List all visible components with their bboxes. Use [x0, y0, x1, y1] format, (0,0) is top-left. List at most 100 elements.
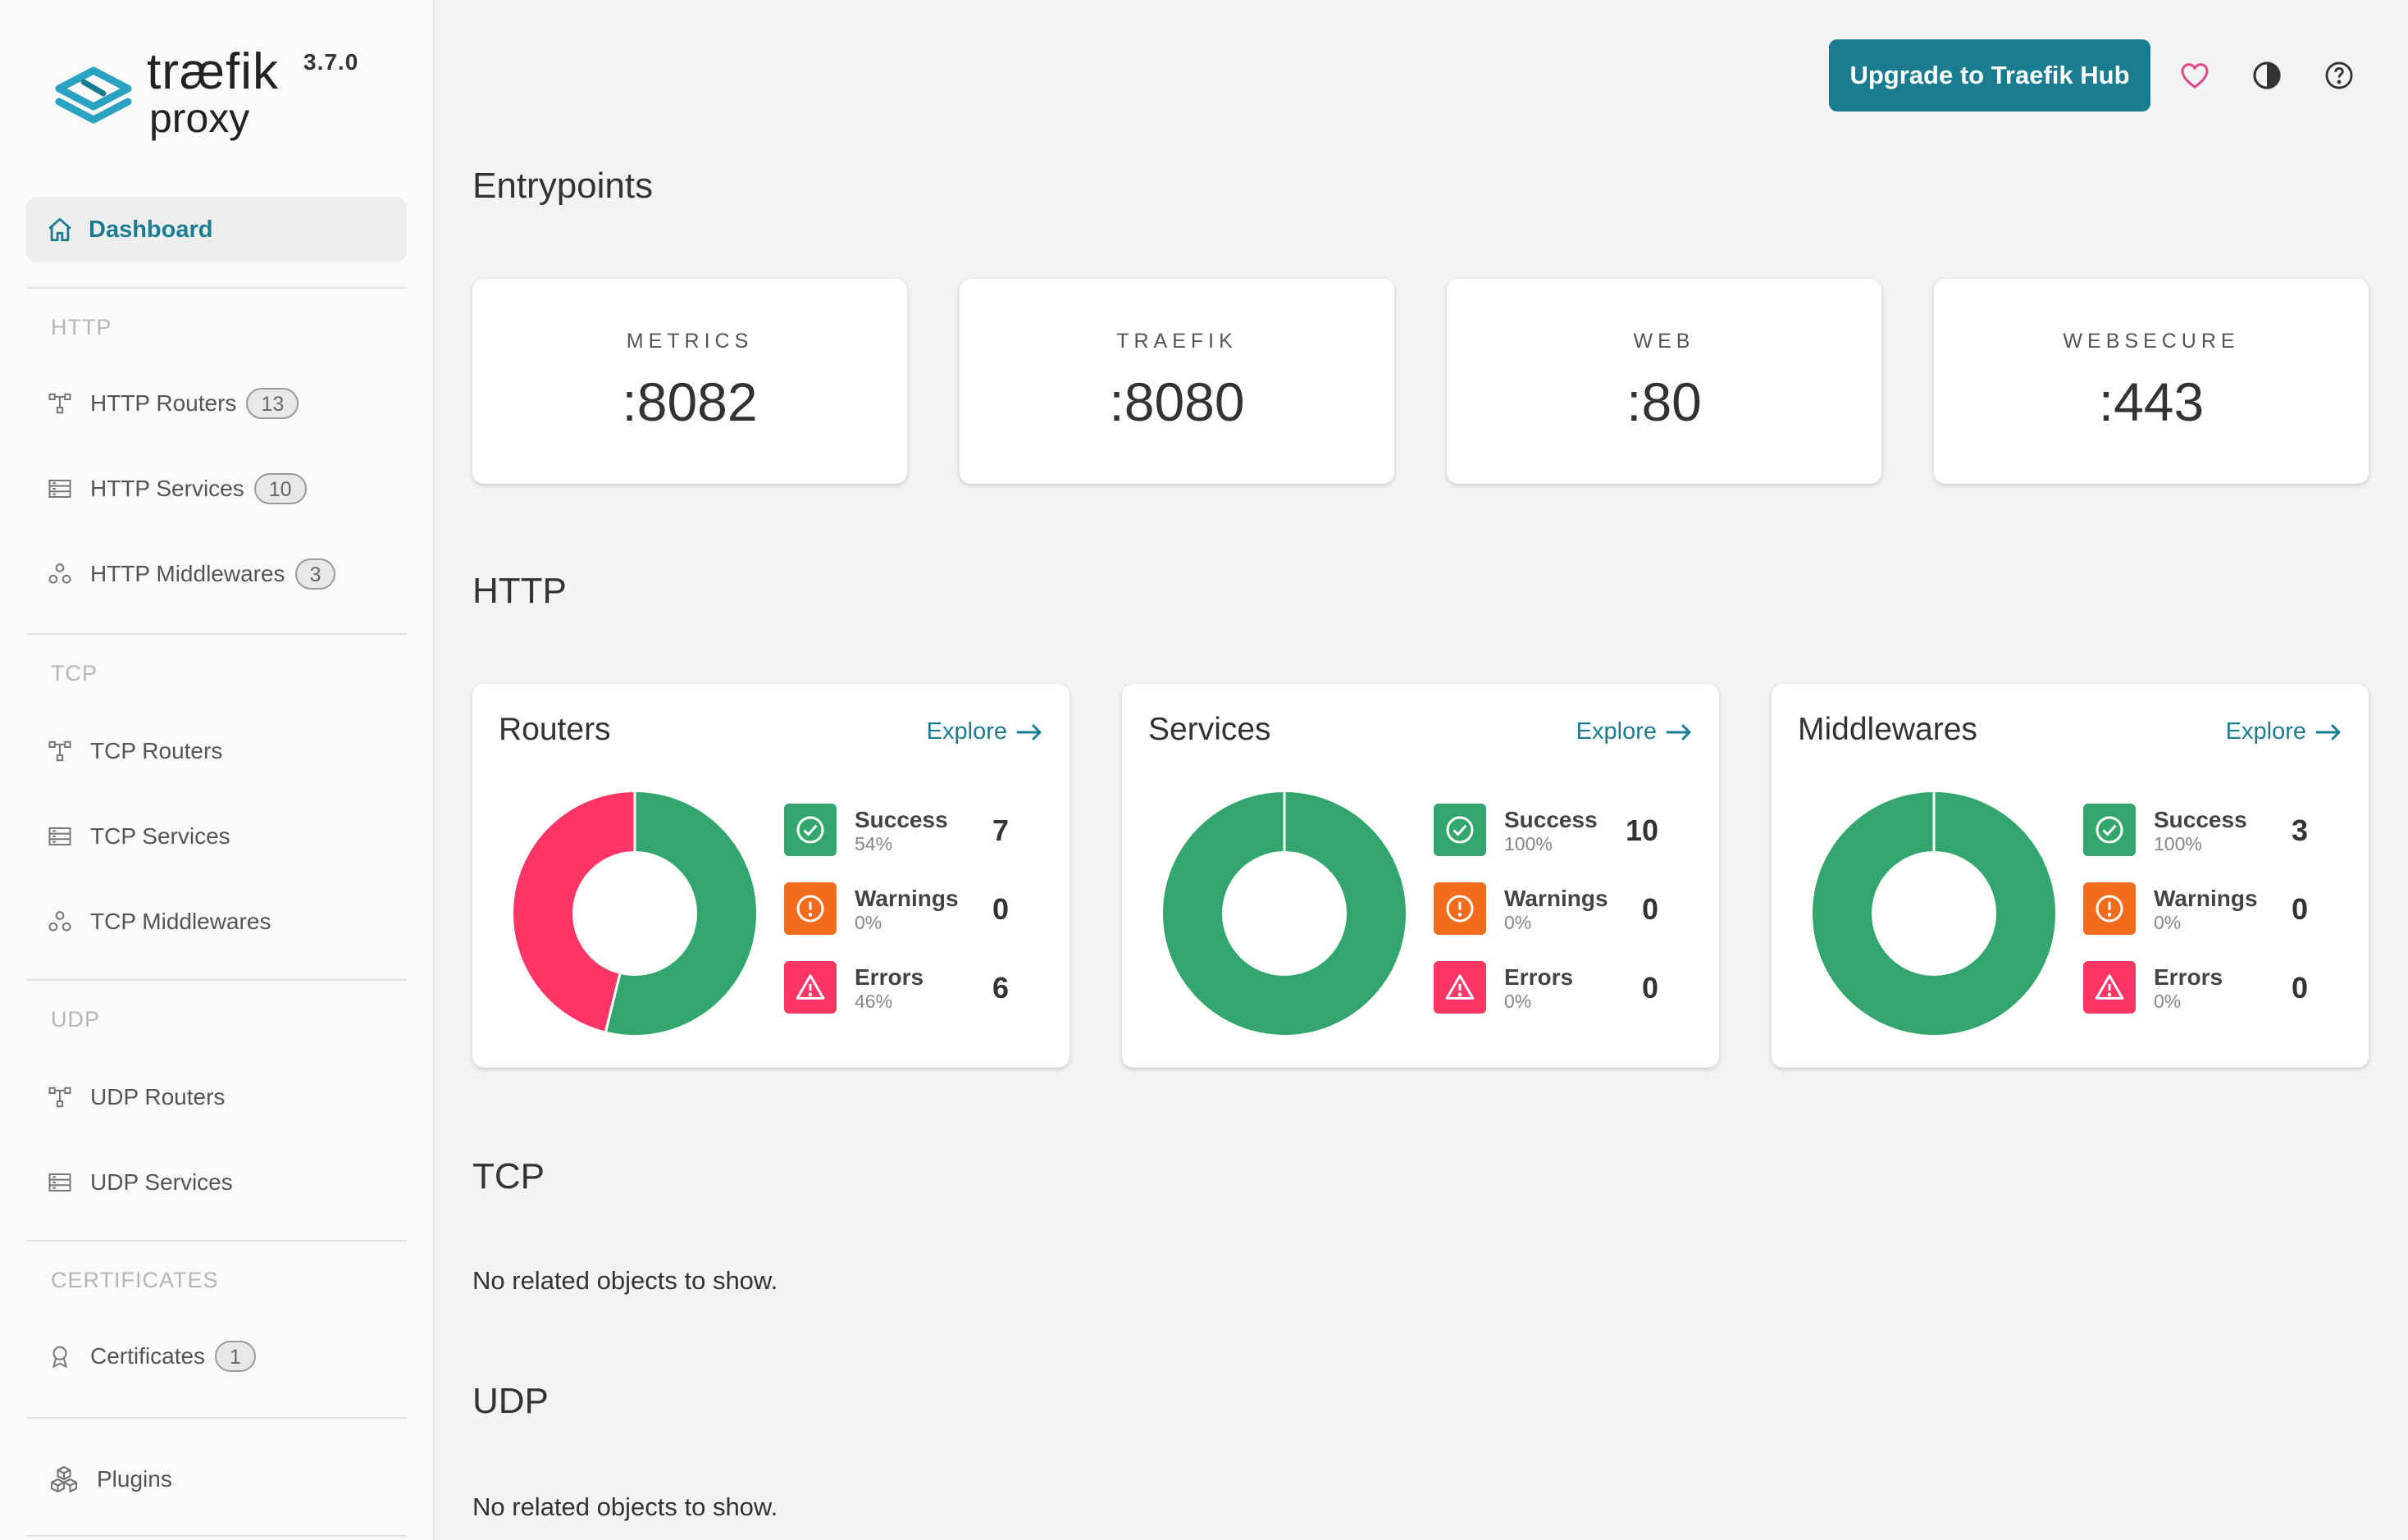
heart-icon	[2181, 63, 2209, 89]
sidebar-item-tcp-routers[interactable]: TCP Routers	[48, 731, 222, 771]
explore-label: Explore	[926, 718, 1007, 745]
entrypoint-name: WEBSECURE	[2063, 330, 2240, 353]
entrypoint-card[interactable]: WEBSECURE :443	[1934, 279, 2369, 484]
entrypoint-card[interactable]: METRICS :8082	[472, 279, 907, 484]
warnings-badge	[1434, 882, 1486, 935]
sidebar-item-udp-routers[interactable]: UDP Routers	[48, 1078, 225, 1117]
stat-count: 10	[1625, 813, 1658, 847]
explore-link[interactable]: Explore	[927, 718, 1043, 745]
success-icon	[1446, 816, 1474, 844]
udp-empty-message: No related objects to show.	[472, 1492, 778, 1521]
entrypoint-card[interactable]: TRAEFIK :8080	[960, 279, 1394, 484]
success-icon	[796, 816, 824, 844]
stat-label: Success	[1504, 807, 1598, 832]
entrypoints-heading: Entrypoints	[472, 166, 654, 206]
sidebar-item-udp-services[interactable]: UDP Services	[48, 1163, 233, 1202]
divider	[26, 287, 407, 289]
stat-count: 0	[992, 892, 1009, 926]
card-title: Middlewares	[1798, 712, 1977, 747]
stat-percent: 46%	[855, 991, 893, 1012]
stat-row-warnings: Warnings 0% 0	[1434, 882, 1696, 935]
status-donut-chart	[513, 792, 756, 1035]
sidebar-item-certificates[interactable]: Certificates 1	[48, 1337, 256, 1376]
arrow-right-icon	[2315, 724, 2341, 740]
certificate-icon	[52, 1346, 67, 1369]
stat-row-errors: Errors 0% 0	[1434, 961, 1696, 1014]
routers-icon	[48, 1087, 71, 1108]
stat-row-errors: Errors 46% 6	[784, 961, 1047, 1014]
stat-row-success: Success 100% 10	[1434, 804, 1696, 856]
errors-badge	[1434, 961, 1486, 1014]
theme-toggle-button[interactable]	[2249, 57, 2285, 93]
warning-icon	[1446, 895, 1474, 923]
explore-link[interactable]: Explore	[1576, 718, 1693, 745]
sidebar-item-label: TCP Services	[90, 823, 230, 849]
sidebar-item-label: HTTP Middlewares	[90, 561, 285, 586]
sidebar-item-label: Certificates	[90, 1343, 206, 1369]
stat-count: 0	[1641, 892, 1658, 926]
card-title: Routers	[499, 712, 611, 747]
status-donut-chart	[1163, 792, 1406, 1035]
entrypoint-card[interactable]: WEB :80	[1447, 279, 1881, 484]
tcp-empty-message: No related objects to show.	[472, 1266, 778, 1295]
section-title-http: HTTP	[51, 315, 112, 339]
entrypoint-name: METRICS	[626, 330, 754, 353]
sidebar-item-tcp-services[interactable]: TCP Services	[48, 817, 230, 856]
entrypoint-port: :8080	[1109, 371, 1245, 432]
traefik-logo[interactable]: træfik proxy 3.7.0	[52, 46, 397, 153]
sidebar-item-label: HTTP Services	[90, 476, 244, 501]
stat-label: Success	[2154, 807, 2247, 832]
help-button[interactable]	[2321, 57, 2357, 93]
arrow-right-icon	[1666, 724, 1691, 740]
stat-label: Warnings	[1504, 886, 1608, 911]
sidebar-item-dashboard[interactable]: Dashboard	[26, 197, 407, 262]
divider	[26, 633, 407, 635]
error-icon	[2095, 974, 2124, 1000]
sponsor-button[interactable]	[2177, 57, 2213, 93]
sidebar-item-plugins[interactable]: Plugins	[49, 1460, 172, 1499]
divider	[26, 1535, 407, 1537]
sidebar-item-label: TCP Routers	[90, 738, 223, 763]
stat-row-success: Success 54% 7	[784, 804, 1047, 856]
explore-label: Explore	[2225, 718, 2306, 745]
errors-badge	[2083, 961, 2136, 1014]
upgrade-button[interactable]: Upgrade to Traefik Hub	[1829, 39, 2150, 112]
status-donut-chart	[1813, 792, 2055, 1035]
errors-badge	[784, 961, 837, 1014]
sidebar-item-http-services[interactable]: HTTP Services 10	[48, 469, 307, 508]
stat-percent: 0%	[2154, 912, 2182, 933]
stat-percent: 0%	[855, 912, 882, 933]
stat-count: 0	[1641, 971, 1658, 1005]
donut-separator	[604, 973, 622, 1032]
section-title-certificates: CERTIFICATES	[51, 1268, 219, 1292]
stat-percent: 100%	[1504, 833, 1553, 854]
services-icon	[48, 1173, 71, 1191]
divider	[26, 1417, 407, 1419]
error-icon	[1445, 974, 1475, 1000]
warning-icon	[796, 895, 824, 923]
middlewares-card: Middlewares Explore Success 100% 3 Warnings 0%…	[1772, 684, 2369, 1068]
success-badge	[1434, 804, 1486, 856]
stat-count: 6	[992, 971, 1009, 1005]
udp-heading: UDP	[472, 1381, 549, 1421]
stat-percent: 0%	[1504, 912, 1532, 933]
sidebar-item-http-middlewares[interactable]: HTTP Middlewares 3	[48, 554, 336, 594]
success-badge	[784, 804, 837, 856]
explore-link[interactable]: Explore	[2226, 718, 2342, 745]
services-icon	[48, 480, 71, 498]
count-badge: 10	[253, 473, 307, 504]
routers-icon	[48, 393, 71, 414]
stat-percent: 54%	[855, 833, 893, 854]
stat-row-warnings: Warnings 0% 0	[784, 882, 1047, 935]
routers-card: Routers Explore Success 54% 7 Warnings 0% 0 Erro…	[472, 684, 1069, 1068]
traefik-logo-icon	[55, 66, 132, 124]
sidebar-item-http-routers[interactable]: HTTP Routers 13	[48, 384, 299, 423]
stat-count: 0	[2291, 971, 2308, 1005]
sidebar-item-tcp-middlewares[interactable]: TCP Middlewares	[48, 902, 271, 941]
stat-count: 0	[2291, 892, 2308, 926]
sidebar: træfik proxy 3.7.0 Dashboard HTTP HTTP R…	[0, 0, 435, 1540]
sidebar-item-label: Dashboard	[89, 216, 213, 243]
entrypoint-port: :80	[1626, 371, 1702, 432]
entrypoint-port: :443	[2098, 371, 2205, 432]
entrypoint-port: :8082	[622, 371, 758, 432]
